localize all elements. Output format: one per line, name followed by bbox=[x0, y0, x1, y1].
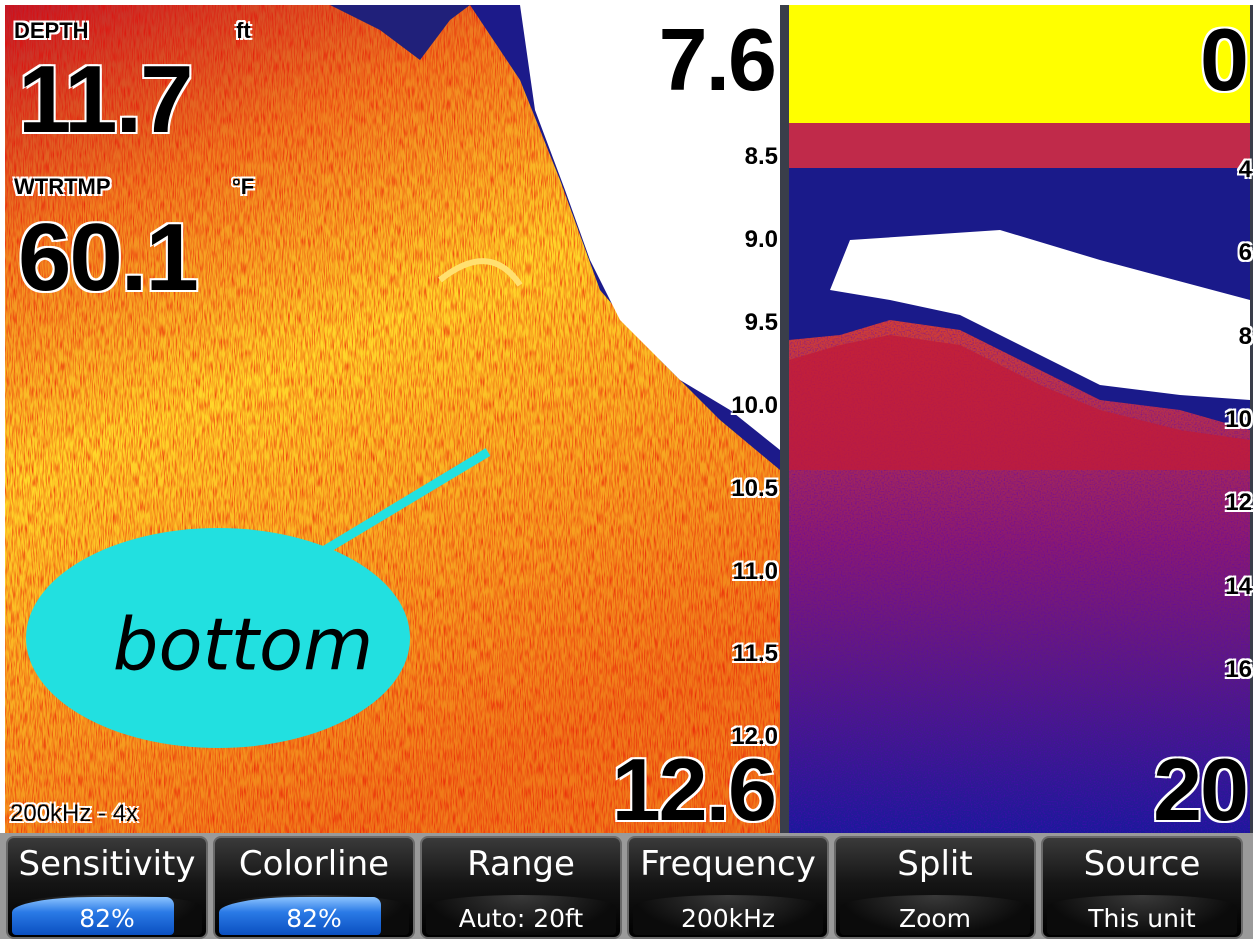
scale-label: 4 bbox=[1238, 156, 1252, 183]
depth-scale: 8.5 9.0 9.5 10.0 10.5 11.0 11.5 12.0 bbox=[600, 0, 778, 836]
sonar-blue-edge bbox=[5, 5, 470, 60]
value-well bbox=[426, 895, 616, 935]
sonar-arch bbox=[438, 258, 523, 287]
callout-text: bottom bbox=[113, 603, 373, 687]
scale-label: 10.0 bbox=[731, 391, 778, 419]
menu-value: Zoom bbox=[898, 904, 972, 933]
menu-button[interactable]: Sensitivity 82% bbox=[6, 836, 208, 939]
menu-bar: Sensitivity 82% Colorline 82% Range Auto: 20f… bbox=[0, 833, 1253, 939]
menu-button[interactable]: Colorline 82% bbox=[213, 836, 415, 939]
level-bar bbox=[219, 897, 381, 935]
menu-label: Colorline bbox=[238, 844, 390, 884]
value-well bbox=[840, 895, 1030, 935]
surface-clutter bbox=[789, 123, 1250, 168]
temp-unit: °F bbox=[232, 174, 255, 199]
depth-unit: ft bbox=[236, 18, 251, 43]
scale-label: 6 bbox=[1238, 239, 1252, 267]
range-top: 7.6 bbox=[658, 10, 777, 109]
scale-label: 11.5 bbox=[732, 640, 778, 668]
frame bbox=[1250, 5, 1253, 833]
menu-label: Source bbox=[1083, 844, 1201, 884]
scale-label: 10 bbox=[1225, 405, 1252, 433]
menu-value: 200kHz bbox=[680, 904, 776, 933]
scale-label: 8 bbox=[1238, 322, 1252, 350]
scale-label: 9.0 bbox=[744, 225, 778, 253]
bottom-edge bbox=[789, 335, 1250, 470]
depth-label: DEPTH bbox=[14, 18, 89, 43]
value-well bbox=[633, 895, 823, 935]
menu-value: Auto: 20ft bbox=[458, 904, 584, 933]
menu-value: This unit bbox=[1088, 904, 1196, 933]
range-bottom: 12.6 bbox=[611, 740, 777, 839]
menu-button[interactable]: Range Auto: 20ft bbox=[420, 836, 622, 939]
surface-band bbox=[789, 5, 1250, 123]
menu-label: Range bbox=[467, 844, 575, 884]
callout-pointer bbox=[322, 448, 491, 554]
scale-label: 12 bbox=[1225, 489, 1252, 517]
water-clear bbox=[830, 230, 1250, 400]
scale-label: 16 bbox=[1225, 655, 1252, 683]
scale-label: 11.0 bbox=[732, 557, 778, 585]
value-well bbox=[1047, 895, 1237, 935]
menu-label: Split bbox=[897, 844, 973, 884]
menu-button[interactable]: Split Zoom bbox=[834, 836, 1036, 939]
temp-label: WTRTMP bbox=[14, 174, 111, 199]
scale-label: 12.0 bbox=[731, 723, 778, 751]
menu-label: Sensitivity bbox=[18, 844, 196, 884]
scale-label: 9.5 bbox=[744, 308, 778, 336]
menu-value: 82% bbox=[286, 904, 342, 933]
sonar-water bbox=[520, 5, 780, 450]
menu-value: 82% bbox=[79, 904, 135, 933]
scale-label: 10.5 bbox=[731, 474, 778, 502]
callout-bubble bbox=[26, 528, 410, 748]
depth-scale: 4 6 8 10 12 14 16 bbox=[1150, 0, 1252, 836]
menu-button[interactable]: Source This unit bbox=[1041, 836, 1243, 939]
divider bbox=[780, 5, 789, 833]
range-bottom: 20 bbox=[1153, 740, 1249, 839]
scale-label: 14 bbox=[1225, 572, 1252, 600]
sonar-image: bottom bbox=[5, 5, 1253, 833]
temp-value: 60.1 bbox=[18, 204, 199, 311]
level-bar bbox=[12, 897, 174, 935]
depth-value: 11.7 bbox=[18, 46, 194, 153]
scale-label: 8.5 bbox=[744, 143, 778, 170]
frequency-info: 200kHz - 4x bbox=[10, 800, 139, 827]
menu-label: Frequency bbox=[640, 844, 816, 884]
menu-button[interactable]: Frequency 200kHz bbox=[627, 836, 829, 939]
range-top: 0 bbox=[1200, 10, 1249, 109]
